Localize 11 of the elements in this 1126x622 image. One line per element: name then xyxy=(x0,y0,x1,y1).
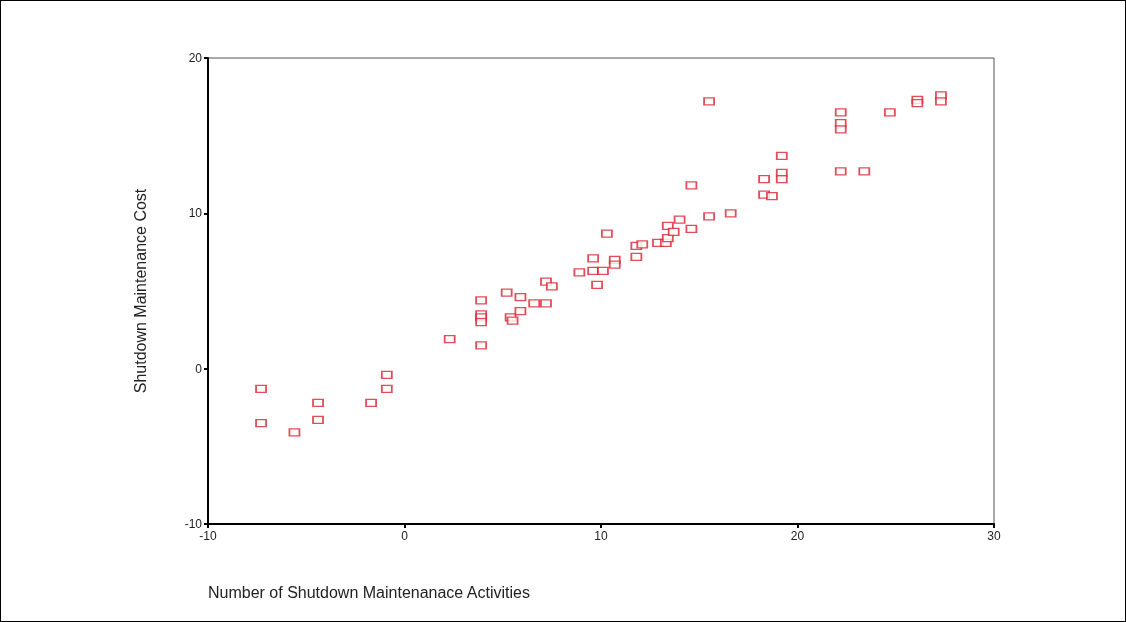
x-tick-label: 0 xyxy=(401,529,409,543)
y-tick-label: 0 xyxy=(195,361,203,376)
x-tick-label: -10 xyxy=(199,529,217,543)
x-tick-label: 30 xyxy=(987,529,1001,543)
y-tick-label: 20 xyxy=(188,51,203,65)
x-tick-label: 20 xyxy=(790,529,805,543)
x-tick-label: 10 xyxy=(594,529,608,543)
x-axis-title: Number of Shutdown Maintenanace Activities xyxy=(208,583,530,601)
y-axis-title: Shutdown Maintenance Cost xyxy=(131,188,149,394)
y-tick-label: 10 xyxy=(188,206,203,221)
y-tick-label: -10 xyxy=(184,517,203,531)
